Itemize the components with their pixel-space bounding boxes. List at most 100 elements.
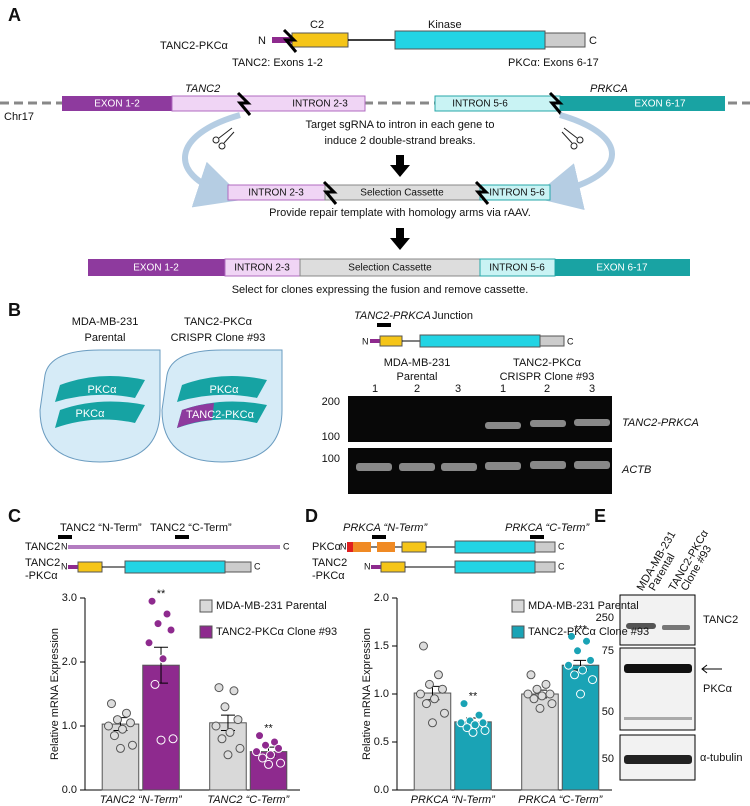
label: PKCα (312, 541, 342, 553)
bar (561, 664, 600, 791)
y-tick-label: 2.0 (62, 656, 77, 668)
shape (77, 561, 103, 573)
data-point (418, 641, 428, 651)
data-point (261, 740, 271, 750)
label: 1 (372, 383, 378, 395)
probe (175, 535, 189, 539)
data-point (437, 684, 447, 694)
data-point (429, 694, 439, 704)
intron (171, 95, 366, 112)
x-tick-label: TANC2 “C-Term” (207, 794, 290, 806)
label: 2 (414, 383, 420, 395)
label: CRISPR Clone #93 (500, 371, 595, 383)
panel-e: E MDA-MB-231 Parental TANC2-PKCα Clone #… (594, 506, 742, 781)
scissors (212, 127, 235, 150)
shape (370, 339, 380, 343)
label: TANC2-PKCα (513, 357, 582, 369)
data-point (578, 665, 588, 675)
y-tick-label: 3.0 (62, 592, 77, 604)
label: TANC2-PKCα (160, 40, 229, 52)
data-point (264, 759, 274, 769)
panel-label: D (305, 506, 318, 526)
data-point (480, 725, 490, 735)
data-point (541, 679, 551, 689)
shape (380, 561, 406, 573)
label: C (558, 561, 565, 571)
data-point (117, 724, 127, 734)
label: TANC2 (703, 614, 738, 626)
label: TANC2-PRKCA (354, 310, 431, 322)
shape (379, 335, 403, 347)
x-tick-label: PRKCA “N-Term” (411, 794, 496, 806)
panel-label: A (8, 5, 21, 25)
data-point (112, 715, 122, 725)
data-point (162, 609, 172, 619)
label: Provide repair template with homology ar… (269, 207, 531, 219)
panel-label: B (8, 300, 21, 320)
data-point (468, 727, 478, 737)
label: PRKCA (590, 83, 628, 95)
bands (624, 623, 692, 764)
panel-label: E (594, 506, 606, 526)
x-tick-label: TANC2 “N-Term” (100, 794, 183, 806)
label: TANC2 “N-Term” (60, 522, 142, 534)
data-point (270, 737, 280, 747)
data-point (106, 699, 116, 709)
y-tick-label: 0.5 (374, 736, 389, 748)
label: Select for clones expressing the fusion … (232, 284, 529, 296)
y-tick-label: 0.0 (374, 784, 389, 796)
label: Chr17 (4, 111, 34, 123)
label: induce 2 double-strand breaks. (324, 135, 475, 147)
data-point (125, 718, 135, 728)
label: 50 (602, 706, 614, 718)
data-point (573, 646, 583, 656)
data-point (147, 596, 157, 606)
label: PKCα (703, 683, 733, 695)
shape (454, 540, 536, 554)
data-point (529, 694, 539, 704)
legend-swatch (199, 599, 213, 613)
legend-label: TANC2-PKCα Clone #93 (216, 626, 337, 638)
label: TANC2 (25, 557, 60, 569)
shape (394, 30, 546, 50)
data-point (523, 689, 533, 699)
significance: ** (157, 588, 166, 600)
legend-label: MDA-MB-231 Parental (216, 600, 327, 612)
probe (530, 535, 544, 539)
legend-swatch (511, 599, 525, 613)
exon (555, 259, 690, 276)
chromosome (55, 376, 145, 402)
data-point (233, 715, 243, 725)
break (548, 91, 564, 116)
label: Target sgRNA to intron in each gene to (306, 119, 495, 131)
data-point (217, 734, 227, 744)
label: Kinase (428, 19, 462, 31)
data-point (567, 631, 577, 641)
shape (68, 545, 280, 549)
significance: ** (264, 723, 273, 735)
label: INTRON 2-3 (234, 263, 290, 274)
data-point (588, 675, 598, 685)
label: Junction (432, 310, 473, 322)
label: N (364, 561, 371, 571)
data-point (427, 718, 437, 728)
legend-label: MDA-MB-231 Parental (528, 600, 639, 612)
data-point (433, 670, 443, 680)
break (236, 91, 252, 116)
label: MDA-MB-231 (72, 316, 139, 328)
significance: *** (574, 623, 588, 635)
data-point (156, 735, 166, 745)
data-point (535, 703, 545, 713)
label: 250 (596, 612, 614, 624)
data-point (424, 679, 434, 689)
label: EXON 6-17 (634, 99, 686, 110)
bar (101, 723, 140, 791)
data-point (158, 654, 168, 664)
label: 2 (544, 383, 550, 395)
data-point (470, 720, 480, 730)
data-point (415, 689, 425, 699)
shape (401, 541, 427, 553)
label: INTRON 5-6 (452, 99, 508, 110)
label: PKCα (88, 384, 118, 396)
